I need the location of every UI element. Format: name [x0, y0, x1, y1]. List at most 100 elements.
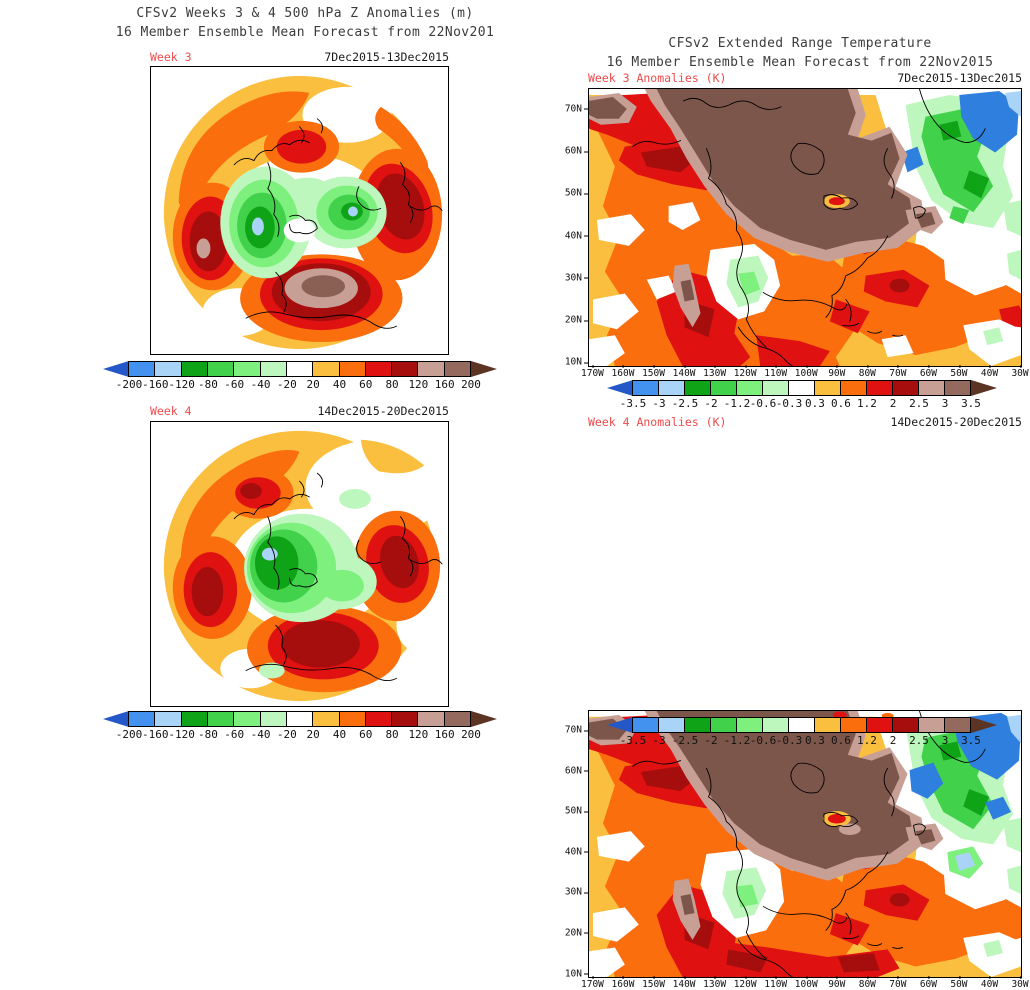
longitude-label: 100W: [794, 976, 818, 990]
colorbar-cell: [658, 717, 685, 733]
colorbar-left-arrow: [607, 380, 633, 396]
colorbar-cell: [443, 711, 472, 727]
colorbar-cell: [206, 361, 235, 377]
colorbar-tick-label: -2.5: [671, 734, 699, 747]
colorbar-cell: [840, 380, 867, 396]
latitude-label: 50N: [564, 805, 590, 817]
colorbar-tick-label: -2: [704, 734, 718, 747]
colorbar-tick-label: -160: [142, 378, 169, 391]
colorbar-tick-label: 200: [461, 378, 481, 391]
longitude-label: 70W: [889, 365, 907, 379]
temp-week4-header: Week 4 Anomalies (K) 14Dec2015-20Dec2015: [588, 415, 1022, 429]
longitude-label: 130W: [703, 365, 727, 379]
colorbar-tick-label: 3.5: [961, 734, 981, 747]
height-week4-header: Week 4 14Dec2015-20Dec2015: [150, 404, 449, 418]
longitude-label: 40W: [980, 976, 999, 990]
colorbar-cell: [312, 711, 340, 727]
latitude-label: 30N: [564, 886, 590, 898]
colorbar-cell: [154, 361, 182, 377]
colorbar-tick-label: -200: [115, 728, 143, 741]
colorbar-tick-label: 0.3: [805, 734, 825, 747]
colorbar-tick-label: 20: [306, 378, 320, 391]
temp-week3-label: Week 3 Anomalies (K): [588, 71, 727, 85]
colorbar-tick-label: 0.6: [831, 397, 851, 410]
temp-colorbar-week4: -3.5 -3 -2.5 -2 -1.2 -0.6 -0.3 0.3 0.6 1.2 2 2.5 3 3.…: [607, 717, 997, 747]
colorbar-tick-label: 3: [941, 397, 949, 410]
colorbar-cell: [840, 717, 867, 733]
longitude-label: 110W: [764, 365, 788, 379]
colorbar-cell: [391, 361, 419, 377]
height-colorbar-week3: -200 -160 -120 -80 -60 -40 -20 20 40 60 80 120 160 20…: [103, 361, 498, 391]
height-week3-label: Week 3: [150, 50, 192, 64]
height-week3-header: Week 3 7Dec2015-13Dec2015: [150, 50, 449, 64]
colorbar-tick-label: -40: [250, 378, 271, 391]
latitude-label: 30N: [564, 272, 590, 284]
colorbar-tick-label: -0.6: [749, 734, 777, 747]
temp-title-line2: 16 Member Ensemble Mean Forecast from 22…: [606, 55, 994, 70]
colorbar-tick-label: 1.2: [857, 734, 877, 747]
colorbar-cell: [259, 361, 287, 377]
colorbar-right-arrow: [971, 380, 997, 396]
longitude-label: 170W: [581, 365, 604, 379]
colorbar-cell: [364, 361, 393, 377]
colorbar-cell: [684, 717, 711, 733]
colorbar-cell: [866, 717, 893, 733]
longitude-label: 160W: [611, 976, 635, 990]
longitude-label: 60W: [919, 365, 938, 379]
colorbar-cell: [710, 380, 737, 396]
colorbar-cell: [944, 380, 971, 396]
colorbar-cell: [892, 717, 919, 733]
colorbar-cell: [180, 711, 208, 727]
temp-week3-header: Week 3 Anomalies (K) 7Dec2015-13Dec2015: [588, 71, 1022, 85]
colorbar-tick-label: 120: [408, 728, 429, 741]
colorbar-tick-label: 0.3: [805, 397, 825, 410]
longitude-axis: 170W 160W 150W 140W 130W 120W 110W 100W 90W 80W 70…: [581, 365, 1029, 379]
temp-map-week3: 70N 60N 50N 40N 30N 20N 10N 170W 160W 150W 140W 130…: [565, 88, 1029, 379]
polar-height-map-week4: [150, 421, 449, 707]
polar-height-map-week4-graphic: [151, 422, 448, 706]
colorbar-tick-label: 20: [306, 728, 320, 741]
colorbar-tick-label: 200: [461, 728, 481, 741]
height-week3-date-range: 7Dec2015-13Dec2015: [324, 50, 449, 64]
colorbar-cell: [632, 380, 659, 396]
colorbar-cell: [338, 361, 366, 377]
colorbar-cell: [918, 717, 945, 733]
colorbar-tick-label: -3: [652, 734, 666, 747]
temp-week4-label: Week 4 Anomalies (K): [588, 415, 727, 429]
longitude-label: 50W: [950, 976, 968, 990]
longitude-label: 90W: [828, 365, 846, 379]
longitude-label: 130W: [703, 976, 727, 990]
longitude-label: 30W: [1011, 976, 1029, 990]
weather-forecast-figure: { "left_section": { "title_line1": "CFSv…: [103, 6, 1029, 990]
polar-height-map-week3: [150, 66, 449, 355]
colorbar-tick-label: -20: [276, 378, 297, 391]
longitude-label: 80W: [858, 976, 876, 990]
colorbar-cell: [443, 361, 472, 377]
colorbar-cell: [285, 711, 314, 727]
longitude-label: 140W: [672, 365, 696, 379]
colorbar-tick-label: -0.3: [775, 397, 803, 410]
colorbar-cell: [736, 380, 763, 396]
colorbar-tick-label: -2.5: [671, 397, 699, 410]
colorbar-cell: [154, 711, 182, 727]
coastlines-overlay: [233, 472, 443, 682]
colorbar-tick-label: -1.2: [723, 734, 751, 747]
colorbar-tick-label: 80: [385, 378, 399, 391]
latitude-label: 20N: [564, 314, 590, 326]
coastlines-overlay: [632, 89, 986, 366]
colorbar-tick-label: 3: [941, 734, 949, 747]
coastlines-overlay: [233, 118, 443, 329]
colorbar-tick-label: -20: [276, 728, 297, 741]
colorbar-cell: [417, 711, 445, 727]
colorbar-tick-label: -200: [115, 378, 143, 391]
colorbar-cell: [892, 380, 919, 396]
temp-colorbar-week3: -3.5 -3 -2.5 -2 -1.2 -0.6 -0.3 0.3 0.6 1.2 2 2.5 3 3.…: [607, 380, 997, 410]
colorbar-tick-label: 60: [359, 728, 373, 741]
longitude-label: 80W: [858, 365, 876, 379]
latitude-label: 10N: [564, 968, 590, 980]
temp-week4-date-range: 14Dec2015-20Dec2015: [890, 415, 1022, 429]
temp-map-week4-graphic: [589, 711, 1021, 977]
colorbar-cell: [788, 380, 815, 396]
latitude-label: 60N: [564, 145, 590, 157]
colorbar-cell: [762, 380, 789, 396]
